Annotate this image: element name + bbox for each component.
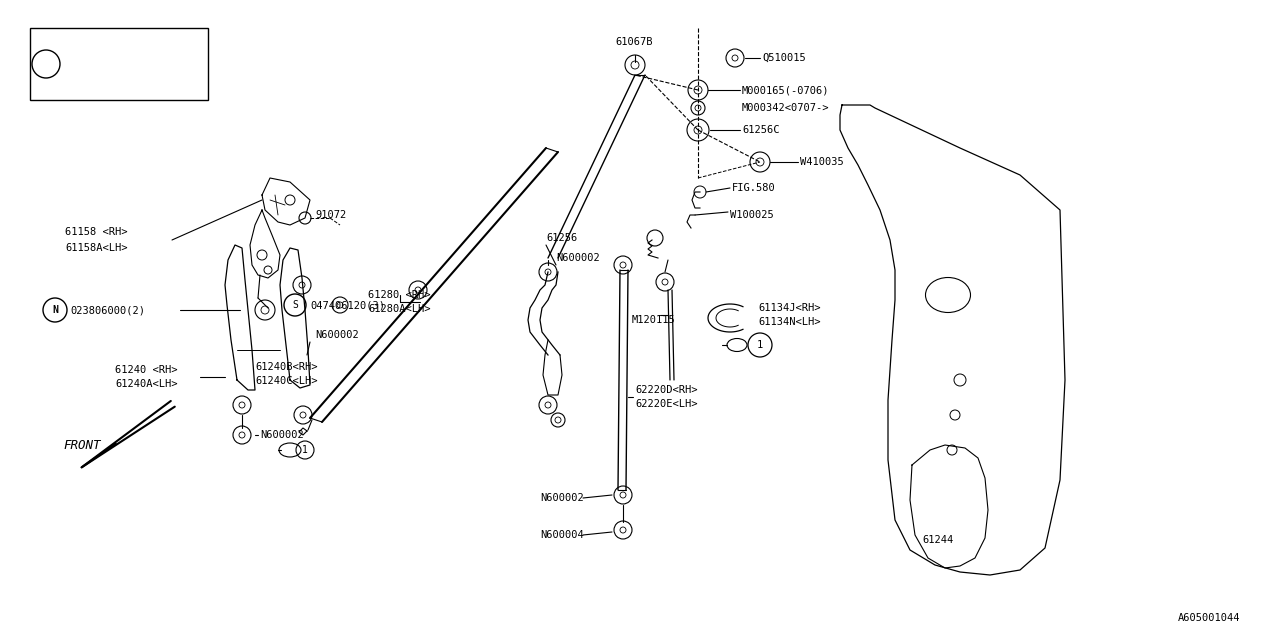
Text: 61256: 61256: [547, 233, 577, 243]
Text: N600002: N600002: [556, 253, 600, 263]
Text: W410035: W410035: [800, 157, 844, 167]
Text: W230014: W230014: [67, 41, 110, 51]
Text: S: S: [292, 300, 298, 310]
Text: N600002: N600002: [260, 430, 303, 440]
Text: 1: 1: [42, 59, 50, 69]
Text: <0306->: <0306->: [132, 77, 175, 87]
Text: 1: 1: [302, 445, 308, 455]
Text: M120115: M120115: [632, 315, 676, 325]
Text: 61134J<RH>: 61134J<RH>: [758, 303, 820, 313]
Text: 61158 <RH>: 61158 <RH>: [65, 227, 128, 237]
Text: 61240C<LH>: 61240C<LH>: [255, 376, 317, 386]
Text: M000342<0707->: M000342<0707->: [742, 103, 829, 113]
Bar: [29, 28, 207, 100]
Text: 62220D<RH>: 62220D<RH>: [635, 385, 698, 395]
Text: 61256C: 61256C: [742, 125, 780, 135]
Text: FIG.580: FIG.580: [732, 183, 776, 193]
Text: N600002: N600002: [315, 330, 358, 340]
Text: 047406120(3): 047406120(3): [310, 300, 385, 310]
Text: 61240B<RH>: 61240B<RH>: [255, 362, 317, 372]
Text: 61280A<LH>: 61280A<LH>: [369, 304, 430, 314]
Text: FRONT: FRONT: [63, 439, 101, 452]
Text: A605001044: A605001044: [1178, 613, 1240, 623]
Text: W230047: W230047: [67, 77, 110, 87]
Text: 61240 <RH>: 61240 <RH>: [115, 365, 178, 375]
Text: N: N: [52, 305, 58, 315]
Text: 61280 <RH>: 61280 <RH>: [369, 290, 430, 300]
Text: N600002: N600002: [540, 493, 584, 503]
Text: 91072: 91072: [315, 210, 347, 220]
Text: 61067B: 61067B: [614, 37, 653, 47]
Text: 61134N<LH>: 61134N<LH>: [758, 317, 820, 327]
Text: M000165(-0706): M000165(-0706): [742, 85, 829, 95]
Text: Q510015: Q510015: [762, 53, 805, 63]
Text: N600004: N600004: [540, 530, 584, 540]
Text: 61244: 61244: [922, 535, 954, 545]
Text: 62220E<LH>: 62220E<LH>: [635, 399, 698, 409]
Text: W100025: W100025: [730, 210, 773, 220]
Text: 1: 1: [756, 340, 763, 350]
Text: 61240A<LH>: 61240A<LH>: [115, 379, 178, 389]
Text: 023806000(2): 023806000(2): [70, 305, 145, 315]
Text: 61158A<LH>: 61158A<LH>: [65, 243, 128, 253]
Text: (-0306>: (-0306>: [132, 41, 175, 51]
